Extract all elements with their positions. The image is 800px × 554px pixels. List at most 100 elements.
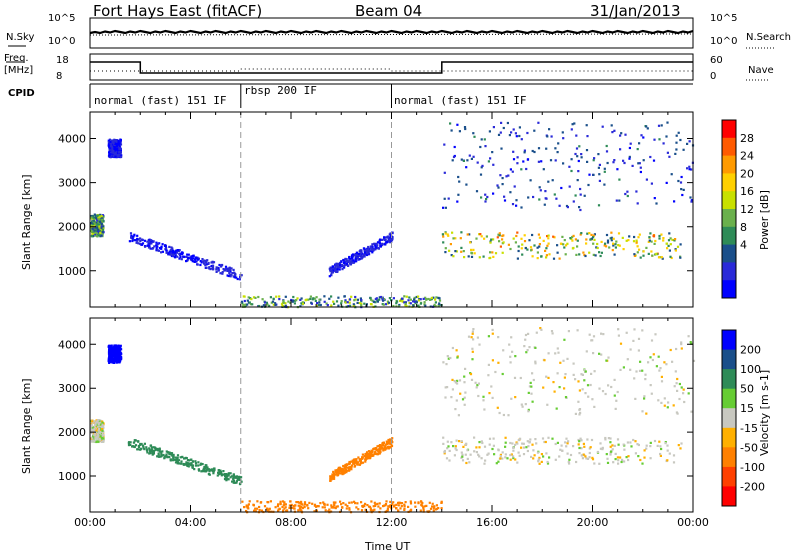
data-cell xyxy=(245,509,248,513)
data-cell xyxy=(574,194,577,197)
data-cell xyxy=(582,453,585,456)
data-cell xyxy=(687,335,690,338)
data-cell xyxy=(274,302,277,305)
data-cell xyxy=(504,441,507,444)
data-cell xyxy=(94,231,97,234)
data-cell xyxy=(374,242,377,246)
data-cell xyxy=(578,452,581,455)
data-cell xyxy=(412,300,415,303)
velocity-colorbar-swatch xyxy=(722,408,736,429)
data-cell xyxy=(475,446,478,449)
data-cell xyxy=(326,304,329,307)
data-cell xyxy=(643,449,646,452)
data-cell xyxy=(398,303,401,307)
data-cell xyxy=(376,300,379,303)
data-cell xyxy=(101,433,104,436)
data-cell xyxy=(362,504,365,507)
data-cell xyxy=(468,154,471,157)
data-cell xyxy=(526,440,529,443)
velocity-colorbar-tick-label: 15 xyxy=(740,402,754,415)
power-colorbar-swatch xyxy=(722,155,736,174)
data-cell xyxy=(588,456,591,459)
data-cell xyxy=(228,271,231,274)
data-cell xyxy=(390,443,393,446)
data-cell xyxy=(204,466,208,469)
data-cell xyxy=(672,404,675,407)
data-cell xyxy=(221,271,224,274)
data-cell xyxy=(593,405,596,408)
data-cell xyxy=(582,442,585,445)
data-cell xyxy=(346,504,349,508)
data-cell xyxy=(546,462,550,465)
data-cell xyxy=(134,444,138,447)
data-cell xyxy=(216,474,219,477)
data-cell xyxy=(246,303,249,306)
data-cell xyxy=(504,445,507,448)
data-cell xyxy=(107,352,111,355)
data-cell xyxy=(365,456,368,459)
data-cell xyxy=(476,384,479,387)
data-cell xyxy=(299,305,302,308)
data-cell xyxy=(150,242,153,245)
data-cell xyxy=(579,193,582,196)
data-cell xyxy=(429,507,433,510)
data-cell xyxy=(387,236,390,239)
data-cell xyxy=(550,135,553,138)
data-cell xyxy=(578,446,581,450)
data-cell xyxy=(249,297,252,300)
data-cell xyxy=(496,184,499,187)
data-cell xyxy=(336,262,340,266)
data-cell xyxy=(581,388,584,391)
data-cell xyxy=(649,457,652,460)
data-cell xyxy=(478,446,481,449)
data-cell xyxy=(388,301,391,304)
data-cell xyxy=(160,246,163,249)
data-cell xyxy=(379,245,382,248)
data-cell xyxy=(619,342,623,345)
data-cell xyxy=(212,472,215,475)
data-cell xyxy=(672,461,676,464)
data-cell xyxy=(573,122,576,125)
data-cell xyxy=(252,296,256,299)
data-cell xyxy=(451,346,454,350)
data-cell xyxy=(666,406,669,409)
data-cell xyxy=(94,423,97,426)
data-cell xyxy=(618,178,621,181)
data-cell xyxy=(638,248,641,251)
data-cell xyxy=(331,476,334,479)
data-cell xyxy=(335,300,339,303)
data-cell xyxy=(235,480,238,483)
data-cell xyxy=(176,255,179,258)
data-cell xyxy=(455,349,458,352)
data-cell xyxy=(174,254,177,257)
data-cell xyxy=(552,257,556,260)
data-cell xyxy=(477,382,480,385)
data-cell xyxy=(168,455,171,459)
data-cell xyxy=(101,435,104,439)
data-cell xyxy=(211,260,214,263)
data-cell xyxy=(649,155,652,159)
data-cell xyxy=(235,476,238,479)
data-cell xyxy=(157,452,160,455)
data-cell xyxy=(546,460,549,464)
data-cell xyxy=(527,196,530,199)
data-cell xyxy=(114,153,117,156)
data-cell xyxy=(491,151,494,154)
data-cell xyxy=(243,506,246,509)
data-cell xyxy=(117,142,120,146)
data-cell xyxy=(296,297,299,300)
data-cell xyxy=(578,440,581,443)
data-cell xyxy=(378,450,381,453)
data-cell xyxy=(232,268,235,271)
data-cell xyxy=(478,343,481,346)
data-cell xyxy=(118,361,121,364)
data-cell xyxy=(352,458,355,461)
data-cell xyxy=(615,199,618,202)
data-cell xyxy=(101,429,104,432)
data-cell xyxy=(334,268,337,272)
data-cell xyxy=(491,447,494,451)
data-cell xyxy=(354,298,357,301)
data-cell xyxy=(287,300,290,303)
data-cell xyxy=(642,159,645,162)
data-cell xyxy=(588,232,591,235)
